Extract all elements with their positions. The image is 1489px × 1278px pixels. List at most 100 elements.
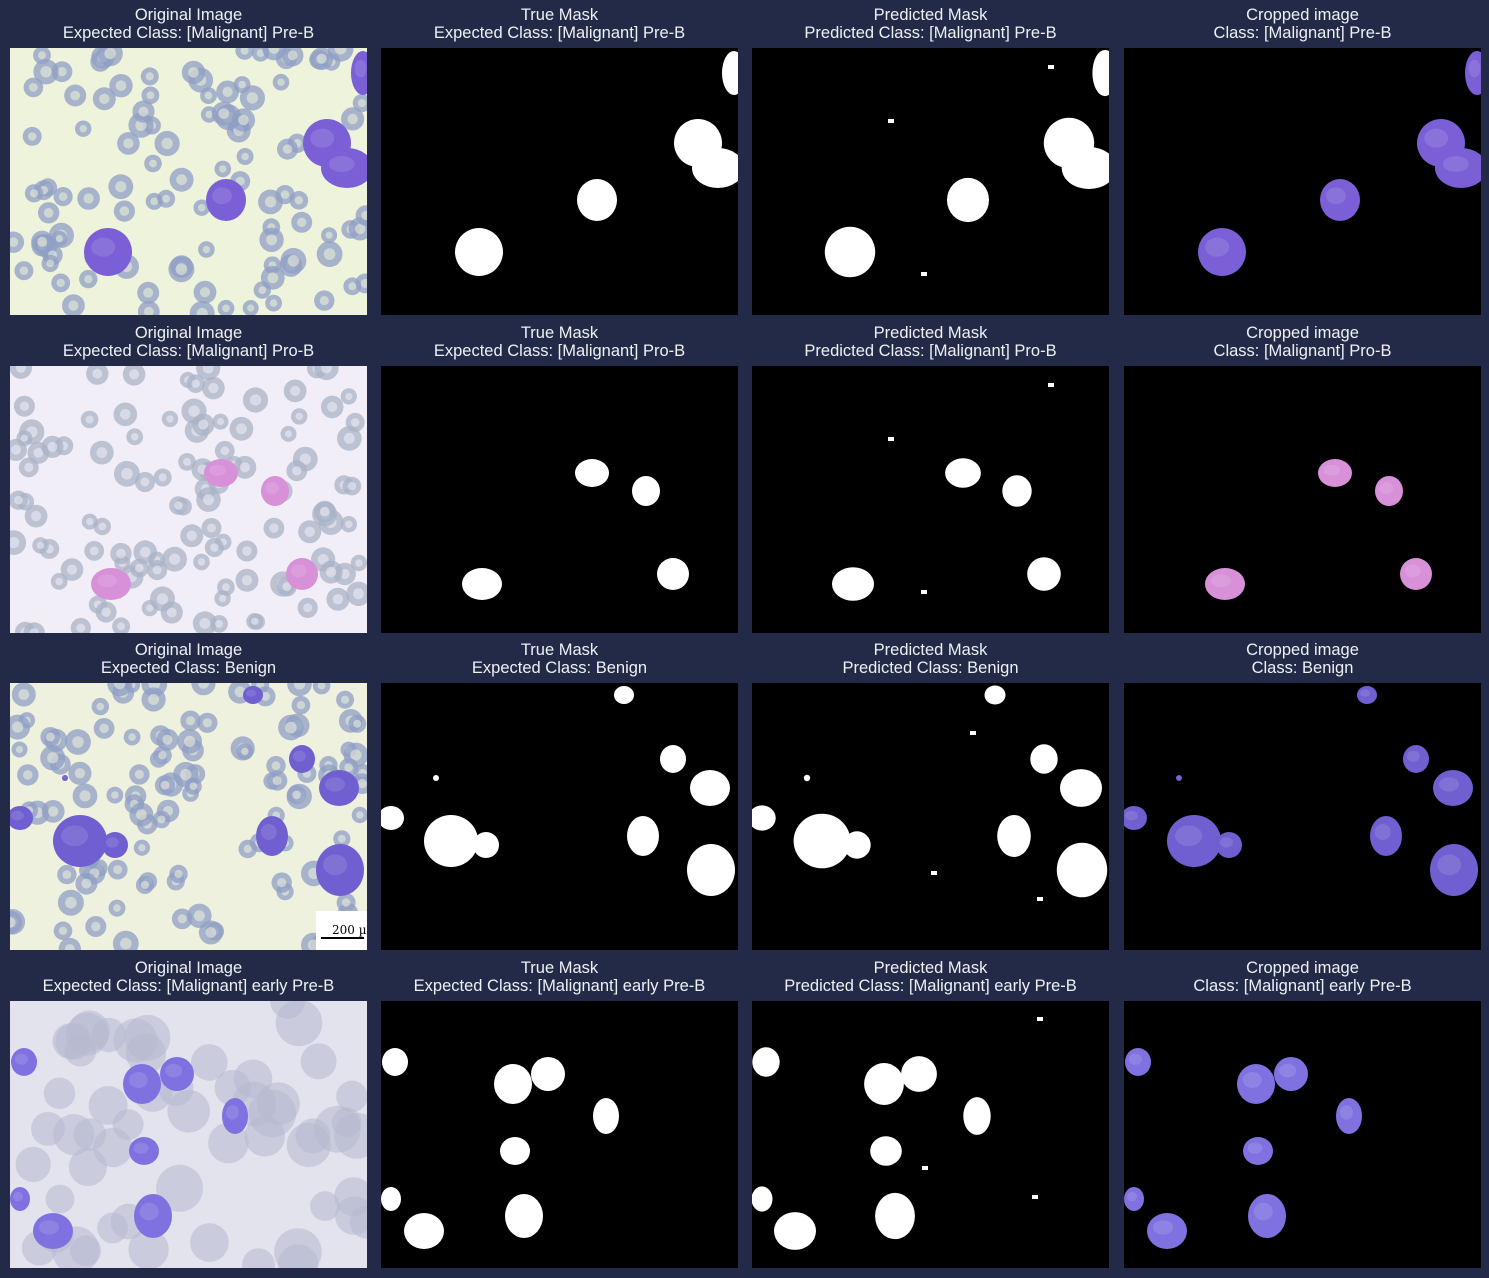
mask-background bbox=[752, 366, 1109, 633]
red-blood-cell-center bbox=[120, 937, 132, 950]
red-blood-cell-center bbox=[189, 782, 198, 790]
cropped-background bbox=[1124, 48, 1481, 315]
mask-region bbox=[875, 1192, 915, 1240]
red-blood-cell-center bbox=[81, 878, 92, 889]
mask-region bbox=[577, 179, 617, 221]
red-blood-cell-center bbox=[143, 287, 154, 298]
red-blood-cell-center bbox=[241, 747, 249, 756]
mask-background bbox=[752, 683, 1109, 950]
cell-highlight bbox=[61, 825, 89, 847]
cell-highlight bbox=[128, 1072, 148, 1088]
mask-region bbox=[1027, 557, 1061, 591]
red-blood-cell-center bbox=[268, 48, 280, 54]
red-blood-cell-center bbox=[29, 189, 39, 198]
red-blood-cell-center bbox=[83, 193, 94, 204]
red-blood-cell bbox=[58, 937, 81, 950]
red-blood-cell-center bbox=[272, 776, 282, 786]
red-blood-cell-center bbox=[64, 944, 75, 950]
red-blood-cell-center bbox=[176, 174, 188, 186]
red-blood-cell-center bbox=[89, 546, 99, 556]
mask-region bbox=[1030, 744, 1058, 774]
red-blood-cell-center bbox=[234, 686, 246, 698]
red-blood-cell-center bbox=[96, 447, 108, 458]
panel-pre-b-predicted-mask: Predicted Mask Predicted Class: [Malignan… bbox=[752, 0, 1109, 315]
original-image bbox=[10, 1001, 367, 1268]
red-blood-cell-center bbox=[243, 844, 252, 854]
mask-region bbox=[381, 1187, 401, 1211]
red-blood-cell bbox=[214, 1069, 251, 1107]
cell-highlight bbox=[139, 1202, 159, 1221]
cell-highlight bbox=[62, 776, 66, 779]
mask-region bbox=[984, 685, 1006, 705]
red-blood-cell-center bbox=[239, 462, 250, 473]
red-blood-cell-center bbox=[222, 304, 230, 313]
red-blood-cell-center bbox=[334, 48, 347, 55]
panel-benign-true-mask: True Mask Expected Class: Benign bbox=[381, 635, 738, 950]
red-blood-cell-center bbox=[303, 603, 313, 613]
red-blood-cell-center bbox=[121, 468, 133, 480]
red-blood-cell bbox=[107, 683, 133, 697]
panel-pro-b-original: Original Image Expected Class: [Malignant… bbox=[10, 318, 367, 633]
panel-subtitle-line: Expected Class: Benign bbox=[471, 658, 648, 677]
mask-noise bbox=[922, 1166, 928, 1170]
panel-pro-b-true-mask: True Mask Expected Class: [Malignant] Pro… bbox=[381, 318, 738, 633]
red-blood-cell-center bbox=[304, 526, 315, 537]
mask-region bbox=[505, 1194, 543, 1238]
mask-region bbox=[473, 832, 499, 858]
red-blood-cell-center bbox=[277, 878, 287, 888]
panel-title: True Mask Expected Class: [Malignant] Pro… bbox=[361, 318, 758, 366]
cell-highlight bbox=[1326, 187, 1346, 205]
red-blood-cell-center bbox=[242, 546, 252, 556]
red-blood-cell-center bbox=[208, 383, 219, 394]
mask-background bbox=[752, 48, 1109, 315]
cell-highlight bbox=[1211, 574, 1231, 588]
red-blood-cell-center bbox=[31, 511, 42, 522]
red-blood-cell-center bbox=[38, 51, 46, 60]
nucleus-cell bbox=[1357, 686, 1377, 704]
cell-highlight bbox=[10, 810, 24, 821]
mask-region bbox=[404, 1213, 444, 1249]
panel-title: Original Image Expected Class: Benign bbox=[0, 635, 387, 683]
nucleus-cell bbox=[102, 832, 128, 858]
red-blood-cell-center bbox=[92, 368, 103, 379]
red-blood-cell-center bbox=[56, 278, 65, 288]
red-blood-cell-center bbox=[293, 683, 306, 690]
cell-highlight bbox=[225, 1105, 239, 1120]
red-blood-cell-center bbox=[196, 307, 208, 315]
red-blood-cell-center bbox=[236, 423, 247, 435]
red-blood-cell-center bbox=[277, 78, 285, 86]
red-blood-cell-center bbox=[74, 768, 86, 779]
mask-region bbox=[382, 1048, 408, 1076]
nucleus-cell bbox=[1147, 1213, 1187, 1249]
mask-background bbox=[381, 48, 738, 315]
red-blood-cell-center bbox=[204, 91, 213, 100]
red-blood-cell-center bbox=[290, 385, 301, 396]
panel-title: Predicted Mask Predicted Class: [Malignan… bbox=[732, 318, 1129, 366]
red-blood-cell-center bbox=[57, 67, 67, 77]
red-blood-cell bbox=[15, 1146, 51, 1183]
mask-region bbox=[690, 770, 730, 806]
panel-title-line: Original Image bbox=[134, 6, 243, 24]
red-blood-cell-center bbox=[24, 462, 34, 472]
red-blood-cell-center bbox=[205, 927, 217, 938]
red-blood-cell-center bbox=[267, 272, 279, 284]
red-blood-cell-center bbox=[353, 719, 362, 728]
cell-highlight bbox=[1406, 750, 1420, 762]
red-blood-cell-center bbox=[91, 921, 101, 932]
panel-pro-b-cropped: Cropped image Class: [Malignant] Pro-B bbox=[1124, 318, 1481, 633]
red-blood-cell-center bbox=[18, 689, 30, 700]
red-blood-cell-center bbox=[140, 880, 149, 890]
red-blood-cell-center bbox=[354, 223, 366, 235]
red-blood-cell-center bbox=[317, 683, 326, 690]
mask-region bbox=[632, 476, 660, 506]
nucleus-cell bbox=[53, 815, 107, 867]
mask-noise bbox=[921, 590, 927, 594]
red-blood-cell-center bbox=[319, 506, 330, 517]
cell-highlight bbox=[1468, 59, 1481, 78]
red-blood-cell-center bbox=[62, 870, 72, 879]
red-blood-cell-center bbox=[111, 791, 119, 799]
cell-highlight bbox=[1279, 1063, 1297, 1078]
panel-pre-b-true-mask: True Mask Expected Class: [Malignant] Pre… bbox=[381, 0, 738, 315]
red-blood-cell-center bbox=[113, 904, 121, 912]
red-blood-cell-center bbox=[266, 234, 278, 246]
